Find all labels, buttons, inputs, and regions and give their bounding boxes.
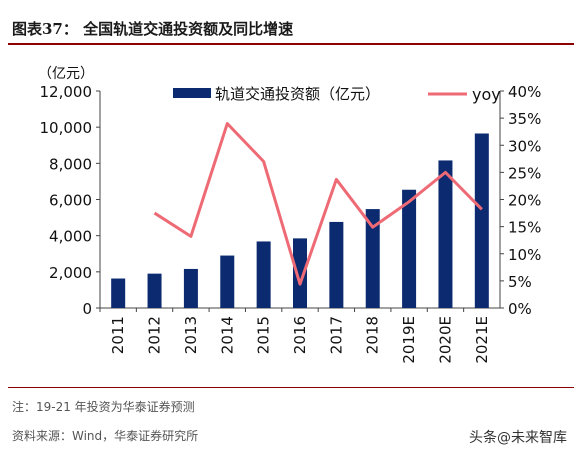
x-tick-label: 2012: [146, 316, 164, 354]
x-tick-label: 2017: [327, 316, 345, 354]
bar: [111, 278, 126, 308]
x-tick-label: 2015: [255, 316, 273, 354]
y-axis-unit: （亿元）: [38, 66, 94, 82]
legend-bar-swatch: [173, 88, 211, 98]
legend-bar-label: 轨道交通投资额（亿元）: [215, 85, 380, 103]
y-tick-label: 8,000: [49, 155, 92, 173]
x-tick-label: 2011: [109, 316, 127, 354]
x-tick-label: 2018: [364, 316, 382, 354]
footer-divider: [8, 387, 574, 388]
bar: [256, 241, 271, 308]
x-tick-label: 2013: [182, 316, 200, 354]
y-tick-label: 2,000: [49, 264, 92, 282]
bar: [365, 209, 380, 308]
footnote: 注：19-21 年投资为华泰证券预测: [12, 400, 195, 414]
y2-tick-label: 35%: [508, 110, 541, 128]
y2-tick-label: 25%: [508, 164, 541, 182]
x-tick-label: 2016: [291, 316, 309, 354]
y2-tick-label: 0%: [508, 300, 532, 318]
x-tick-label: 2014: [218, 316, 236, 354]
bar: [183, 268, 198, 308]
x-tick-label: 2019E: [400, 316, 418, 364]
y-tick-label: 4,000: [49, 228, 92, 246]
legend-line-label: yoy: [472, 85, 501, 104]
bar: [402, 189, 417, 308]
y2-tick-label: 20%: [508, 192, 541, 210]
y2-tick-label: 40%: [508, 83, 541, 101]
x-tick-label: 2021E: [473, 316, 491, 364]
chart-title: 图表37： 全国轨道交通投资额及同比增速: [12, 20, 294, 38]
y2-tick-label: 10%: [508, 246, 541, 264]
bar: [147, 273, 162, 308]
source-note: 资料来源：Wind，华泰证券研究所: [12, 429, 199, 443]
y-tick-label: 10,000: [40, 119, 93, 137]
bar: [438, 160, 453, 308]
y2-tick-label: 30%: [508, 137, 541, 155]
bar: [220, 255, 235, 308]
bar: [329, 221, 344, 308]
y-tick-label: 12,000: [40, 83, 93, 101]
bar: [474, 133, 489, 308]
chart-area: 0 2,000 4,000 6,000 8,000 10,000 12,000 0% 5% 10%…: [38, 66, 541, 364]
y2-tick-label: 5%: [508, 273, 532, 291]
y2-tick-label: 15%: [508, 219, 541, 237]
title-divider: [8, 43, 574, 45]
y-tick-label: 6,000: [49, 192, 92, 210]
x-tick-label: 2020E: [436, 316, 454, 364]
y-tick-label: 0: [82, 300, 92, 318]
watermark: 头条@未来智库: [469, 430, 567, 446]
yoy-line: [153, 122, 483, 286]
bar: [293, 238, 307, 308]
